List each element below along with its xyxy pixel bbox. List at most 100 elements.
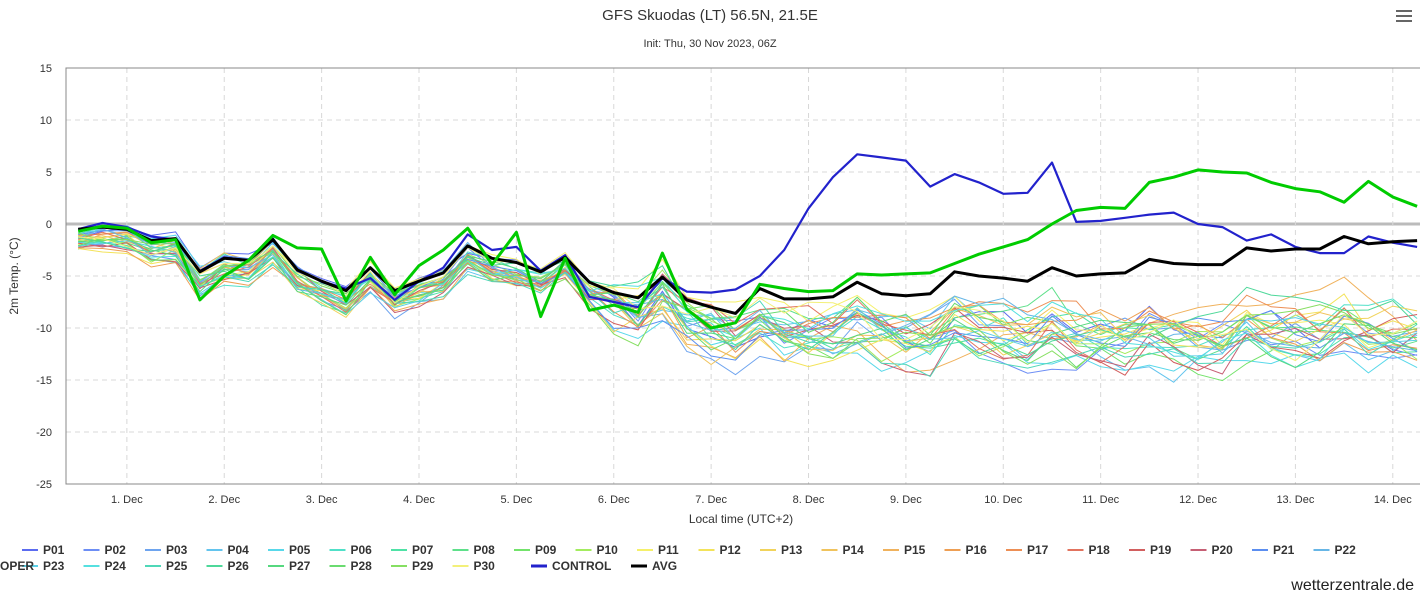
legend-label: P03	[166, 543, 188, 557]
series-line-p25	[78, 226, 1418, 378]
grid-lines	[66, 68, 1420, 484]
legend-label: P29	[412, 559, 434, 573]
x-axis-ticks: 1. Dec 2. Dec 3. Dec 4. Dec 5. Dec 6. Dec 7. D…	[111, 494, 1412, 506]
legend-label: P15	[904, 543, 926, 557]
legend-item-p09[interactable]: P09	[514, 543, 557, 557]
legend-label: P06	[351, 543, 373, 557]
legend-item-p25[interactable]: P25	[145, 559, 188, 573]
legend-item-p08[interactable]: P08	[452, 543, 496, 557]
legend-label: P08	[474, 543, 496, 557]
hamburger-menu-icon[interactable]	[1396, 10, 1412, 24]
legend-label: CONTROL	[552, 559, 611, 573]
y-tick-label: -10	[36, 323, 52, 335]
series-line-p30	[78, 236, 1418, 362]
legend-label: P26	[228, 559, 250, 573]
credit-label: wetterzentrale.de	[1291, 577, 1414, 594]
legend-label: OPER	[0, 559, 34, 573]
x-tick-label: 13. Dec	[1276, 494, 1314, 506]
legend-item-p23[interactable]: P23	[22, 559, 65, 573]
y-axis-title: 2m Temp. (°C)	[7, 237, 21, 314]
legend-label: P23	[43, 559, 65, 573]
legend-item-p30[interactable]: P30	[452, 559, 496, 573]
y-tick-label: 0	[46, 219, 52, 231]
legend-item-p11[interactable]: P11	[637, 543, 679, 557]
legend-label: P27	[289, 559, 311, 573]
legend-item-p14[interactable]: P14	[821, 543, 865, 557]
series-line-p21	[78, 230, 1418, 361]
legend-label: P18	[1089, 543, 1111, 557]
legend-label: P30	[474, 559, 496, 573]
legend-item-p12[interactable]: P12	[698, 543, 742, 557]
legend-label: P02	[105, 543, 127, 557]
series-line-oper	[77, 168, 1418, 330]
legend-item-p01[interactable]: P01	[22, 543, 65, 557]
legend-label: P12	[720, 543, 742, 557]
y-tick-label: -5	[42, 271, 52, 283]
legend-item-p15[interactable]: P15	[883, 543, 926, 557]
x-axis-title: Local time (UTC+2)	[689, 512, 793, 526]
y-tick-label: -25	[36, 479, 52, 491]
x-tick-label: 9. Dec	[890, 494, 922, 506]
legend-label: P24	[105, 559, 127, 573]
x-tick-label: 11. Dec	[1082, 494, 1120, 506]
legend-label: P04	[228, 543, 250, 557]
plot-frame	[65, 67, 1420, 485]
legend-label: P25	[166, 559, 188, 573]
legend-item-avg[interactable]: AVG	[631, 559, 677, 573]
legend-item-p20[interactable]: P20	[1190, 543, 1234, 557]
legend-item-p06[interactable]: P06	[329, 543, 373, 557]
legend-item-p04[interactable]: P04	[206, 543, 250, 557]
legend-label: P19	[1150, 543, 1172, 557]
y-axis-ticks: 15 10 5 0 -5 -10 -15 -20 -25	[36, 63, 52, 491]
x-tick-label: 10. Dec	[984, 494, 1022, 506]
legend-item-p16[interactable]: P16	[944, 543, 988, 557]
legend-item-p10[interactable]: P10	[575, 543, 619, 557]
legend-item-p05[interactable]: P05	[268, 543, 311, 557]
series-line-p26	[78, 237, 1418, 356]
legend-label: P16	[966, 543, 988, 557]
legend-item-p26[interactable]: P26	[206, 559, 250, 573]
legend: P01 P02 P03 P04 P05 P06 P07 P08 P09 P10 P11 P12 P13 P…	[0, 543, 1356, 573]
legend-label: P11	[658, 543, 679, 557]
x-tick-label: 2. Dec	[208, 494, 240, 506]
legend-label: P21	[1273, 543, 1295, 557]
series-line-p17	[78, 232, 1418, 353]
x-tick-label: 6. Dec	[598, 494, 630, 506]
legend-item-p27[interactable]: P27	[268, 559, 311, 573]
x-tick-label: 1. Dec	[111, 494, 143, 506]
legend-item-p28[interactable]: P28	[329, 559, 373, 573]
series-line-control	[77, 153, 1418, 309]
legend-label: P22	[1335, 543, 1357, 557]
x-tick-label: 4. Dec	[403, 494, 435, 506]
legend-item-p02[interactable]: P02	[83, 543, 127, 557]
legend-label: P17	[1027, 543, 1049, 557]
legend-item-p29[interactable]: P29	[391, 559, 434, 573]
legend-item-p17[interactable]: P17	[1006, 543, 1049, 557]
legend-item-p22[interactable]: P22	[1313, 543, 1357, 557]
y-tick-label: 10	[40, 115, 52, 127]
x-tick-label: 3. Dec	[306, 494, 338, 506]
x-tick-label: 7. Dec	[695, 494, 727, 506]
legend-label: AVG	[652, 559, 677, 573]
legend-item-p03[interactable]: P03	[145, 543, 188, 557]
legend-item-p21[interactable]: P21	[1252, 543, 1295, 557]
legend-label: P09	[535, 543, 557, 557]
x-tick-label: 14. Dec	[1374, 494, 1412, 506]
legend-item-p07[interactable]: P07	[391, 543, 434, 557]
series-line-p19	[78, 242, 1418, 376]
legend-item-control[interactable]: CONTROL	[531, 559, 611, 573]
series-line-p13	[78, 233, 1418, 356]
legend-label: P01	[43, 543, 65, 557]
legend-item-oper[interactable]: OPER	[0, 559, 34, 573]
legend-item-p19[interactable]: P19	[1129, 543, 1172, 557]
series-line-p09	[78, 235, 1418, 382]
legend-item-p18[interactable]: P18	[1067, 543, 1111, 557]
x-tick-label: 5. Dec	[500, 494, 532, 506]
legend-item-p13[interactable]: P13	[760, 543, 803, 557]
ensemble-member-lines	[78, 225, 1418, 383]
legend-label: P07	[412, 543, 434, 557]
legend-item-p24[interactable]: P24	[83, 559, 127, 573]
chart-subtitle: Init: Thu, 30 Nov 2023, 06Z	[643, 38, 776, 50]
legend-label: P10	[597, 543, 619, 557]
x-tick-label: 8. Dec	[793, 494, 825, 506]
